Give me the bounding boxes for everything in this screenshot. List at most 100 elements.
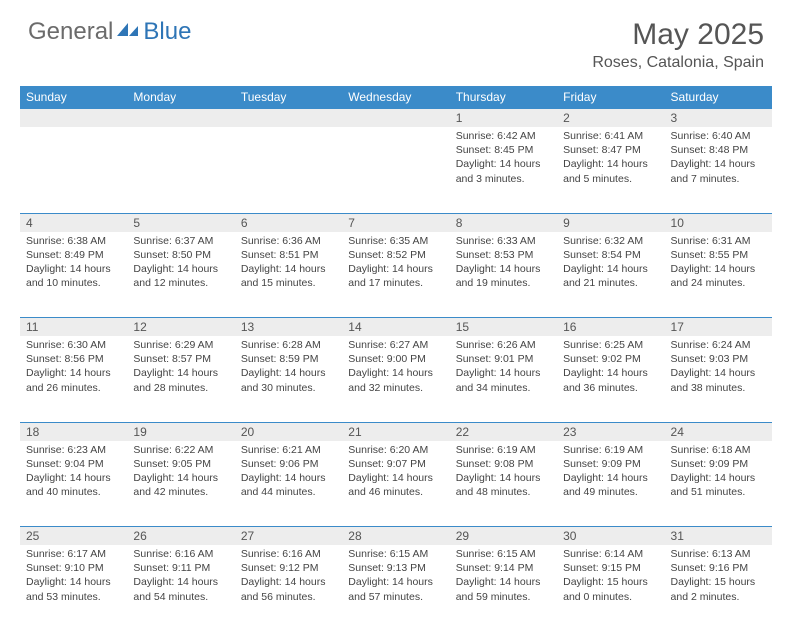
col-monday: Monday: [127, 86, 234, 109]
week-daynum-row: 25262728293031: [20, 527, 772, 546]
daylight-line: Daylight: 14 hours and 19 minutes.: [456, 263, 541, 289]
day-number: 15: [450, 318, 557, 336]
day-details: Sunrise: 6:37 AMSunset: 8:50 PMDaylight:…: [127, 232, 234, 295]
day-details: Sunrise: 6:36 AMSunset: 8:51 PMDaylight:…: [235, 232, 342, 295]
sunset-line: Sunset: 9:09 PM: [671, 458, 749, 470]
daylight-line: Daylight: 14 hours and 3 minutes.: [456, 158, 541, 184]
daylight-line: Daylight: 14 hours and 10 minutes.: [26, 263, 111, 289]
day-number-cell: 10: [665, 213, 772, 232]
day-details: Sunrise: 6:14 AMSunset: 9:15 PMDaylight:…: [557, 545, 664, 608]
day-details: Sunrise: 6:41 AM Sunset: 8:47 PM Daylight:…: [557, 127, 664, 190]
daylight-line: Daylight: 14 hours and 42 minutes.: [133, 472, 218, 498]
sunset-line: Sunset: 9:01 PM: [456, 353, 534, 365]
day-number: 1: [450, 109, 557, 127]
sunrise-line: Sunrise: 6:37 AM: [133, 235, 213, 247]
sunset-line: Sunset: 8:47 PM: [563, 144, 641, 156]
day-number: 3: [665, 109, 772, 127]
day-number-cell: 13: [235, 318, 342, 337]
sunset-line: Sunset: 9:07 PM: [348, 458, 426, 470]
day-number: 12: [127, 318, 234, 336]
day-number-cell: [127, 109, 234, 128]
sunset-line: Sunset: 9:10 PM: [26, 562, 104, 574]
daylight-line: Daylight: 14 hours and 21 minutes.: [563, 263, 648, 289]
sunset-line: Sunset: 9:15 PM: [563, 562, 641, 574]
day-number: 21: [342, 423, 449, 441]
day-body-cell: Sunrise: 6:28 AMSunset: 8:59 PMDaylight:…: [235, 336, 342, 422]
day-number-cell: [20, 109, 127, 128]
day-number: 30: [557, 527, 664, 545]
day-number: 24: [665, 423, 772, 441]
day-body-cell: Sunrise: 6:15 AMSunset: 9:14 PMDaylight:…: [450, 545, 557, 631]
day-body-cell: [235, 127, 342, 213]
day-number-cell: 22: [450, 422, 557, 441]
sunrise-line: Sunrise: 6:26 AM: [456, 339, 536, 351]
sunset-line: Sunset: 9:04 PM: [26, 458, 104, 470]
day-body-cell: Sunrise: 6:35 AMSunset: 8:52 PMDaylight:…: [342, 232, 449, 318]
day-number: 11: [20, 318, 127, 336]
day-body-cell: Sunrise: 6:19 AMSunset: 9:09 PMDaylight:…: [557, 441, 664, 527]
day-number: 25: [20, 527, 127, 545]
daylight-line: Daylight: 14 hours and 56 minutes.: [241, 576, 326, 602]
sunset-line: Sunset: 8:45 PM: [456, 144, 534, 156]
sunset-line: Sunset: 8:55 PM: [671, 249, 749, 261]
day-number-cell: 30: [557, 527, 664, 546]
day-number-cell: 29: [450, 527, 557, 546]
day-body-cell: Sunrise: 6:38 AMSunset: 8:49 PMDaylight:…: [20, 232, 127, 318]
sunrise-line: Sunrise: 6:36 AM: [241, 235, 321, 247]
calendar-table: Sunday Monday Tuesday Wednesday Thursday…: [20, 86, 772, 631]
sunrise-line: Sunrise: 6:23 AM: [26, 444, 106, 456]
week-daynum-row: 123: [20, 109, 772, 128]
day-body-cell: Sunrise: 6:33 AMSunset: 8:53 PMDaylight:…: [450, 232, 557, 318]
day-body-cell: Sunrise: 6:19 AMSunset: 9:08 PMDaylight:…: [450, 441, 557, 527]
daylight-line: Daylight: 14 hours and 34 minutes.: [456, 367, 541, 393]
daylight-line: Daylight: 14 hours and 44 minutes.: [241, 472, 326, 498]
sunrise-line: Sunrise: 6:24 AM: [671, 339, 751, 351]
week-body-row: Sunrise: 6:42 AMSunset: 8:45 PMDaylight:…: [20, 127, 772, 213]
col-sunday: Sunday: [20, 86, 127, 109]
day-number: 10: [665, 214, 772, 232]
sunset-line: Sunset: 9:14 PM: [456, 562, 534, 574]
week-daynum-row: 18192021222324: [20, 422, 772, 441]
sunset-line: Sunset: 9:09 PM: [563, 458, 641, 470]
day-body-cell: Sunrise: 6:13 AMSunset: 9:16 PMDaylight:…: [665, 545, 772, 631]
day-number-cell: 15: [450, 318, 557, 337]
col-friday: Friday: [557, 86, 664, 109]
day-details: Sunrise: 6:19 AMSunset: 9:09 PMDaylight:…: [557, 441, 664, 504]
page-title: May 2025: [592, 18, 764, 52]
day-details: Sunrise: 6:19 AMSunset: 9:08 PMDaylight:…: [450, 441, 557, 504]
day-details: Sunrise: 6:40 AMSunset: 8:48 PMDaylight:…: [665, 127, 772, 190]
sunset-line: Sunset: 9:16 PM: [671, 562, 749, 574]
day-details: Sunrise: 6:23 AMSunset: 9:04 PMDaylight:…: [20, 441, 127, 504]
week-body-row: Sunrise: 6:30 AMSunset: 8:56 PMDaylight:…: [20, 336, 772, 422]
daylight-line: Daylight: 14 hours and 59 minutes.: [456, 576, 541, 602]
day-number-cell: 18: [20, 422, 127, 441]
day-details: Sunrise: 6:29 AMSunset: 8:57 PMDaylight:…: [127, 336, 234, 399]
day-body-cell: Sunrise: 6:26 AM Sunset: 9:01 PM Daylight:…: [450, 336, 557, 422]
day-number-cell: 20: [235, 422, 342, 441]
logo-sail-icon: [117, 18, 139, 46]
daylight-line: Daylight: 15 hours and 0 minutes.: [563, 576, 648, 602]
daylight-line: Daylight: 14 hours and 51 minutes.: [671, 472, 756, 498]
day-body-cell: Sunrise: 6:29 AMSunset: 8:57 PMDaylight:…: [127, 336, 234, 422]
calendar-body: 123Sunrise: 6:42 AMSunset: 8:45 PMDaylig…: [20, 109, 772, 631]
day-number-cell: 4: [20, 213, 127, 232]
day-body-cell: Sunrise: 6:16 AMSunset: 9:11 PMDaylight:…: [127, 545, 234, 631]
sunset-line: Sunset: 8:54 PM: [563, 249, 641, 261]
day-details: Sunrise: 6:17 AMSunset: 9:10 PMDaylight:…: [20, 545, 127, 608]
col-thursday: Thursday: [450, 86, 557, 109]
day-number-cell: 9: [557, 213, 664, 232]
day-details: Sunrise: 6:42 AMSunset: 8:45 PMDaylight:…: [450, 127, 557, 190]
day-body-cell: Sunrise: 6:20 AMSunset: 9:07 PMDaylight:…: [342, 441, 449, 527]
header: General Blue May 2025 Roses, Catalonia, …: [0, 0, 792, 80]
day-number-cell: 2: [557, 109, 664, 128]
day-number-cell: 17: [665, 318, 772, 337]
logo: General Blue: [28, 18, 191, 46]
daylight-line: Daylight: 14 hours and 5 minutes.: [563, 158, 648, 184]
daylight-line: Daylight: 14 hours and 46 minutes.: [348, 472, 433, 498]
sunrise-line: Sunrise: 6:41 AM: [563, 130, 643, 142]
sunrise-line: Sunrise: 6:33 AM: [456, 235, 536, 247]
sunset-line: Sunset: 9:02 PM: [563, 353, 641, 365]
title-block: May 2025 Roses, Catalonia, Spain: [592, 18, 764, 72]
day-number-cell: 31: [665, 527, 772, 546]
day-body-cell: Sunrise: 6:32 AMSunset: 8:54 PMDaylight:…: [557, 232, 664, 318]
